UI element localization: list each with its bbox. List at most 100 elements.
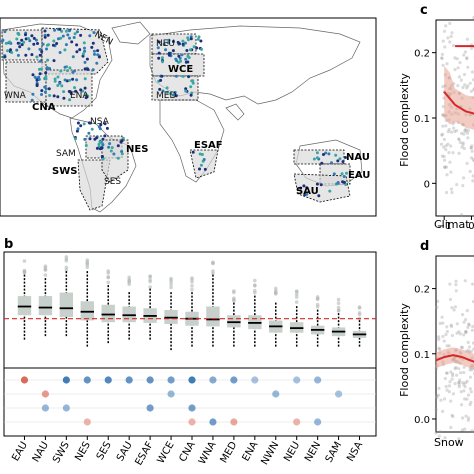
station-dot xyxy=(81,52,85,56)
panel-c-point xyxy=(440,154,444,158)
panel-c-point xyxy=(444,148,448,152)
panel-d-point xyxy=(457,383,461,387)
station-dot xyxy=(156,46,160,50)
panel-d: d 0.2 0.1 0.0 Flood complexity Snow xyxy=(398,239,474,449)
panel-c-xtick-label: 0 xyxy=(468,221,474,232)
x-tick-label: NSA xyxy=(345,440,365,464)
panel-c-xtick-label: −1 xyxy=(437,221,452,232)
panel-d-point xyxy=(461,416,465,420)
station-dot xyxy=(183,41,187,45)
station-dot xyxy=(167,53,171,57)
station-dot xyxy=(97,55,101,59)
outlier-point xyxy=(294,295,299,299)
station-dot xyxy=(157,56,161,60)
station-dot xyxy=(34,38,38,42)
x-tick-label: SAM xyxy=(324,440,345,465)
station-dot xyxy=(84,96,88,100)
station-dot xyxy=(52,39,56,43)
panel-c-point xyxy=(440,56,444,60)
station-dot xyxy=(161,89,165,93)
panel-d-ylabel: Flood complexity xyxy=(398,303,411,397)
panel-d-point xyxy=(468,403,472,407)
panel-c-point xyxy=(440,132,445,136)
panel-d-point xyxy=(440,315,444,319)
station-dot xyxy=(171,49,175,53)
station-dot xyxy=(37,75,41,79)
panel-d-point xyxy=(451,414,455,419)
panel-c-point xyxy=(439,142,444,146)
heatmap-dot xyxy=(209,418,217,426)
station-dot xyxy=(190,79,194,83)
region-label-esaf: ESAF xyxy=(194,140,223,151)
station-dot xyxy=(47,43,50,47)
station-dot xyxy=(32,36,36,40)
station-dot xyxy=(320,161,324,165)
station-dot xyxy=(101,143,105,147)
panel-d-point xyxy=(435,395,439,400)
outlier-point xyxy=(64,258,69,263)
panel-d-point xyxy=(467,345,471,349)
station-dot xyxy=(73,32,77,36)
heatmap-dot xyxy=(146,404,154,412)
panel-d-point xyxy=(450,306,454,310)
station-dot xyxy=(31,73,35,77)
station-dot xyxy=(67,29,71,33)
x-tick-label: SWS xyxy=(51,440,72,465)
panel-d-point xyxy=(445,325,449,329)
panel-d-point xyxy=(462,320,466,324)
panel-c-point xyxy=(452,126,456,130)
panel-d-xlabel: Snow xyxy=(434,436,464,449)
station-dot xyxy=(18,45,22,49)
panel-d-point xyxy=(450,333,454,338)
panel-d-point xyxy=(453,367,457,371)
station-dot xyxy=(66,33,70,37)
station-dot xyxy=(120,139,124,143)
panel-c-point xyxy=(469,145,473,150)
panel-d-point xyxy=(470,328,474,332)
heatmap-dot xyxy=(62,376,70,384)
outlier-point xyxy=(22,268,27,273)
station-dot xyxy=(116,156,120,160)
station-dot xyxy=(324,151,328,155)
station-dot xyxy=(46,67,50,71)
station-dot xyxy=(103,134,107,138)
outlier-point xyxy=(169,278,173,282)
region-label-sws: SWS xyxy=(52,166,77,177)
panel-c-point xyxy=(444,24,448,28)
panel-c-ytick-label: 0.2 xyxy=(414,49,430,60)
station-dot xyxy=(203,167,207,171)
panel-d-point xyxy=(453,382,457,386)
station-dot xyxy=(336,181,340,185)
outlier-point xyxy=(43,273,48,277)
station-dot xyxy=(44,77,48,81)
station-dot xyxy=(110,146,114,150)
station-dot xyxy=(161,60,164,64)
station-dot xyxy=(28,39,32,43)
outlier-point xyxy=(64,255,69,259)
panel-c-point xyxy=(455,183,459,187)
panel-d-point xyxy=(465,379,469,383)
station-dot xyxy=(165,90,169,94)
panel-d-point xyxy=(467,393,471,397)
station-dot xyxy=(16,53,20,57)
station-dot xyxy=(199,163,203,167)
station-dot xyxy=(83,86,87,90)
panel-c-point xyxy=(459,78,463,82)
station-dot xyxy=(83,67,87,71)
station-dot xyxy=(38,53,42,57)
panel-d-point xyxy=(460,403,464,407)
panel-c-point xyxy=(471,174,474,178)
station-dot xyxy=(40,93,43,96)
panel-c-point xyxy=(449,130,454,134)
station-dot xyxy=(17,33,21,36)
panel-d-point xyxy=(454,289,458,293)
panel-d-point xyxy=(466,418,470,422)
panel-c-point xyxy=(466,131,470,135)
station-dot xyxy=(68,98,72,102)
station-dot xyxy=(64,29,68,33)
panel-d-point xyxy=(451,392,455,396)
station-dot xyxy=(171,40,175,43)
station-dot xyxy=(315,151,319,155)
panel-c-point xyxy=(446,142,450,146)
station-dot xyxy=(165,86,169,90)
